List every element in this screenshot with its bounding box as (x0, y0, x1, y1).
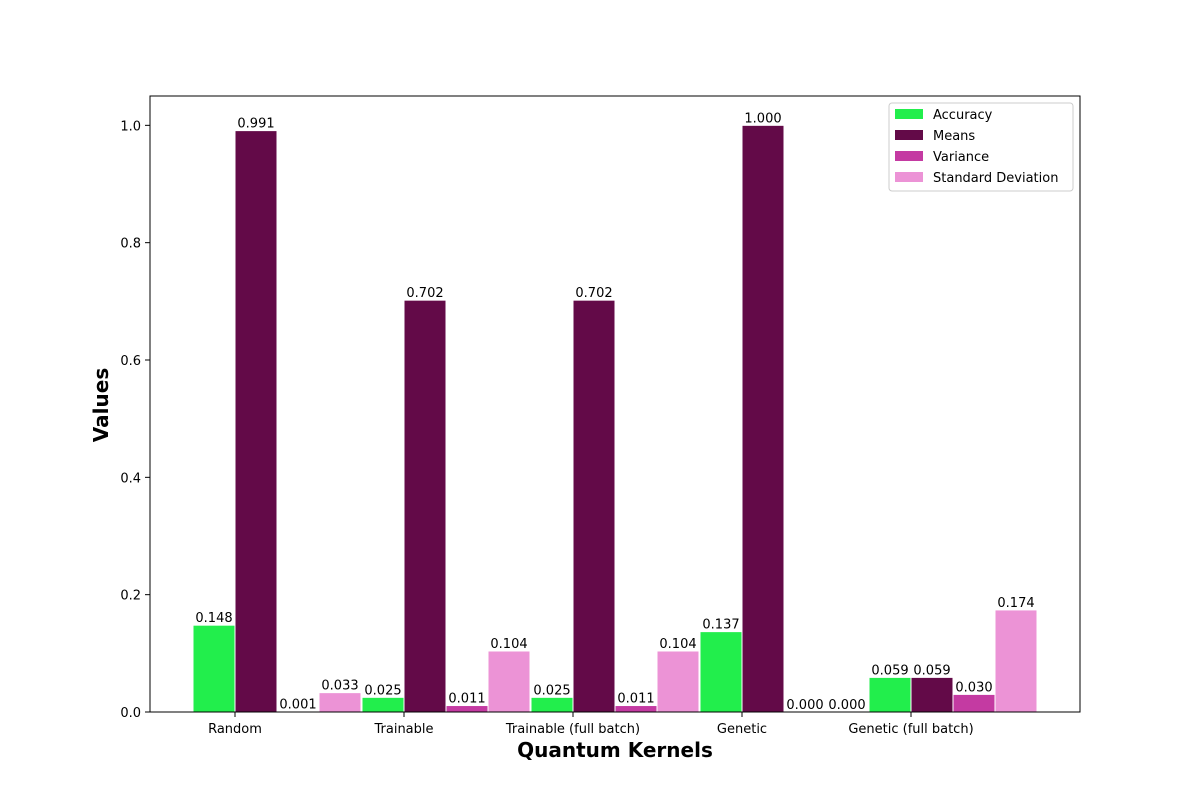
legend: Accuracy Means Variance Standard Deviation (888, 102, 1074, 192)
bar-value-label: 0.025 (533, 683, 570, 698)
x-tick-label: Trainable (full batch) (505, 722, 640, 737)
bar-accuracy-2 (530, 696, 574, 713)
legend-swatch-means (895, 130, 923, 140)
legend-entry: Means (933, 129, 975, 144)
bars-layer (192, 124, 1038, 713)
bar-variance-4 (952, 693, 996, 713)
y-axis-title: Values (89, 368, 113, 442)
bar-value-label: 0.033 (321, 679, 358, 694)
bar-value-label: 0.025 (364, 683, 401, 698)
bar-value-label: 0.104 (490, 637, 527, 652)
bar-means-2 (572, 299, 616, 713)
bar-value-label: 0.030 (955, 680, 992, 695)
legend-swatch-standard-deviation (895, 172, 923, 182)
bar-value-label: 0.001 (279, 697, 316, 712)
bar-value-label: 0.059 (871, 663, 908, 678)
x-tick-label: Genetic (717, 722, 767, 737)
legend-entry: Accuracy (933, 108, 993, 123)
y-tick-label: 0.4 (120, 471, 141, 486)
bar-value-label: 0.991 (237, 117, 274, 132)
bar-means-0 (234, 130, 278, 713)
bar-value-label: 0.174 (997, 596, 1034, 611)
bar-value-label: 0.000 (786, 698, 823, 713)
legend-swatch-accuracy (895, 109, 923, 119)
legend-entry: Variance (933, 150, 989, 165)
bar-means-1 (403, 299, 447, 713)
bar-standard-deviation-0 (318, 692, 362, 713)
y-tick-label: 0.0 (120, 706, 141, 721)
legend-box (888, 102, 1074, 192)
bar-value-label: 0.011 (617, 692, 654, 707)
bar-standard-deviation-4 (994, 609, 1038, 713)
bar-means-3 (741, 124, 785, 713)
y-tick-label: 1.0 (120, 119, 141, 134)
bar-value-label: 0.059 (913, 663, 950, 678)
bar-value-label: 0.148 (195, 611, 232, 626)
y-tick-label: 0.6 (120, 354, 141, 369)
bar-accuracy-0 (192, 624, 236, 713)
axes-layer: 0.0 0.2 0.4 0.6 0.8 1.0 Random Trainable Trainab… (120, 95, 1081, 737)
legend-swatch-variance (895, 151, 923, 161)
x-tick-label: Trainable (373, 722, 433, 737)
bar-value-label: 0.000 (828, 698, 865, 713)
bar-accuracy-4 (868, 676, 912, 713)
legend-entry: Standard Deviation (933, 171, 1058, 186)
bar-accuracy-3 (699, 631, 743, 713)
y-tick-label: 0.2 (120, 589, 141, 604)
bar-value-label: 0.137 (702, 618, 739, 633)
bar-value-label: 0.011 (448, 692, 485, 707)
bar-accuracy-1 (361, 696, 405, 713)
x-axis-title: Quantum Kernels (517, 738, 713, 762)
bar-standard-deviation-1 (487, 650, 531, 713)
x-tick-label: Genetic (full batch) (848, 722, 973, 737)
bar-value-label: 1.000 (744, 111, 781, 126)
x-tick-label: Random (208, 722, 262, 737)
y-tick-label: 0.8 (120, 237, 141, 252)
bar-labels-layer: 0.148 0.025 0.025 0.137 0.059 0.991 0.702 0.702… (195, 111, 1034, 713)
bar-standard-deviation-2 (656, 650, 700, 713)
bar-value-label: 0.702 (575, 286, 612, 301)
bar-means-4 (910, 676, 954, 713)
bar-value-label: 0.702 (406, 286, 443, 301)
bar-value-label: 0.104 (659, 637, 696, 652)
plot-frame (149, 95, 1081, 713)
